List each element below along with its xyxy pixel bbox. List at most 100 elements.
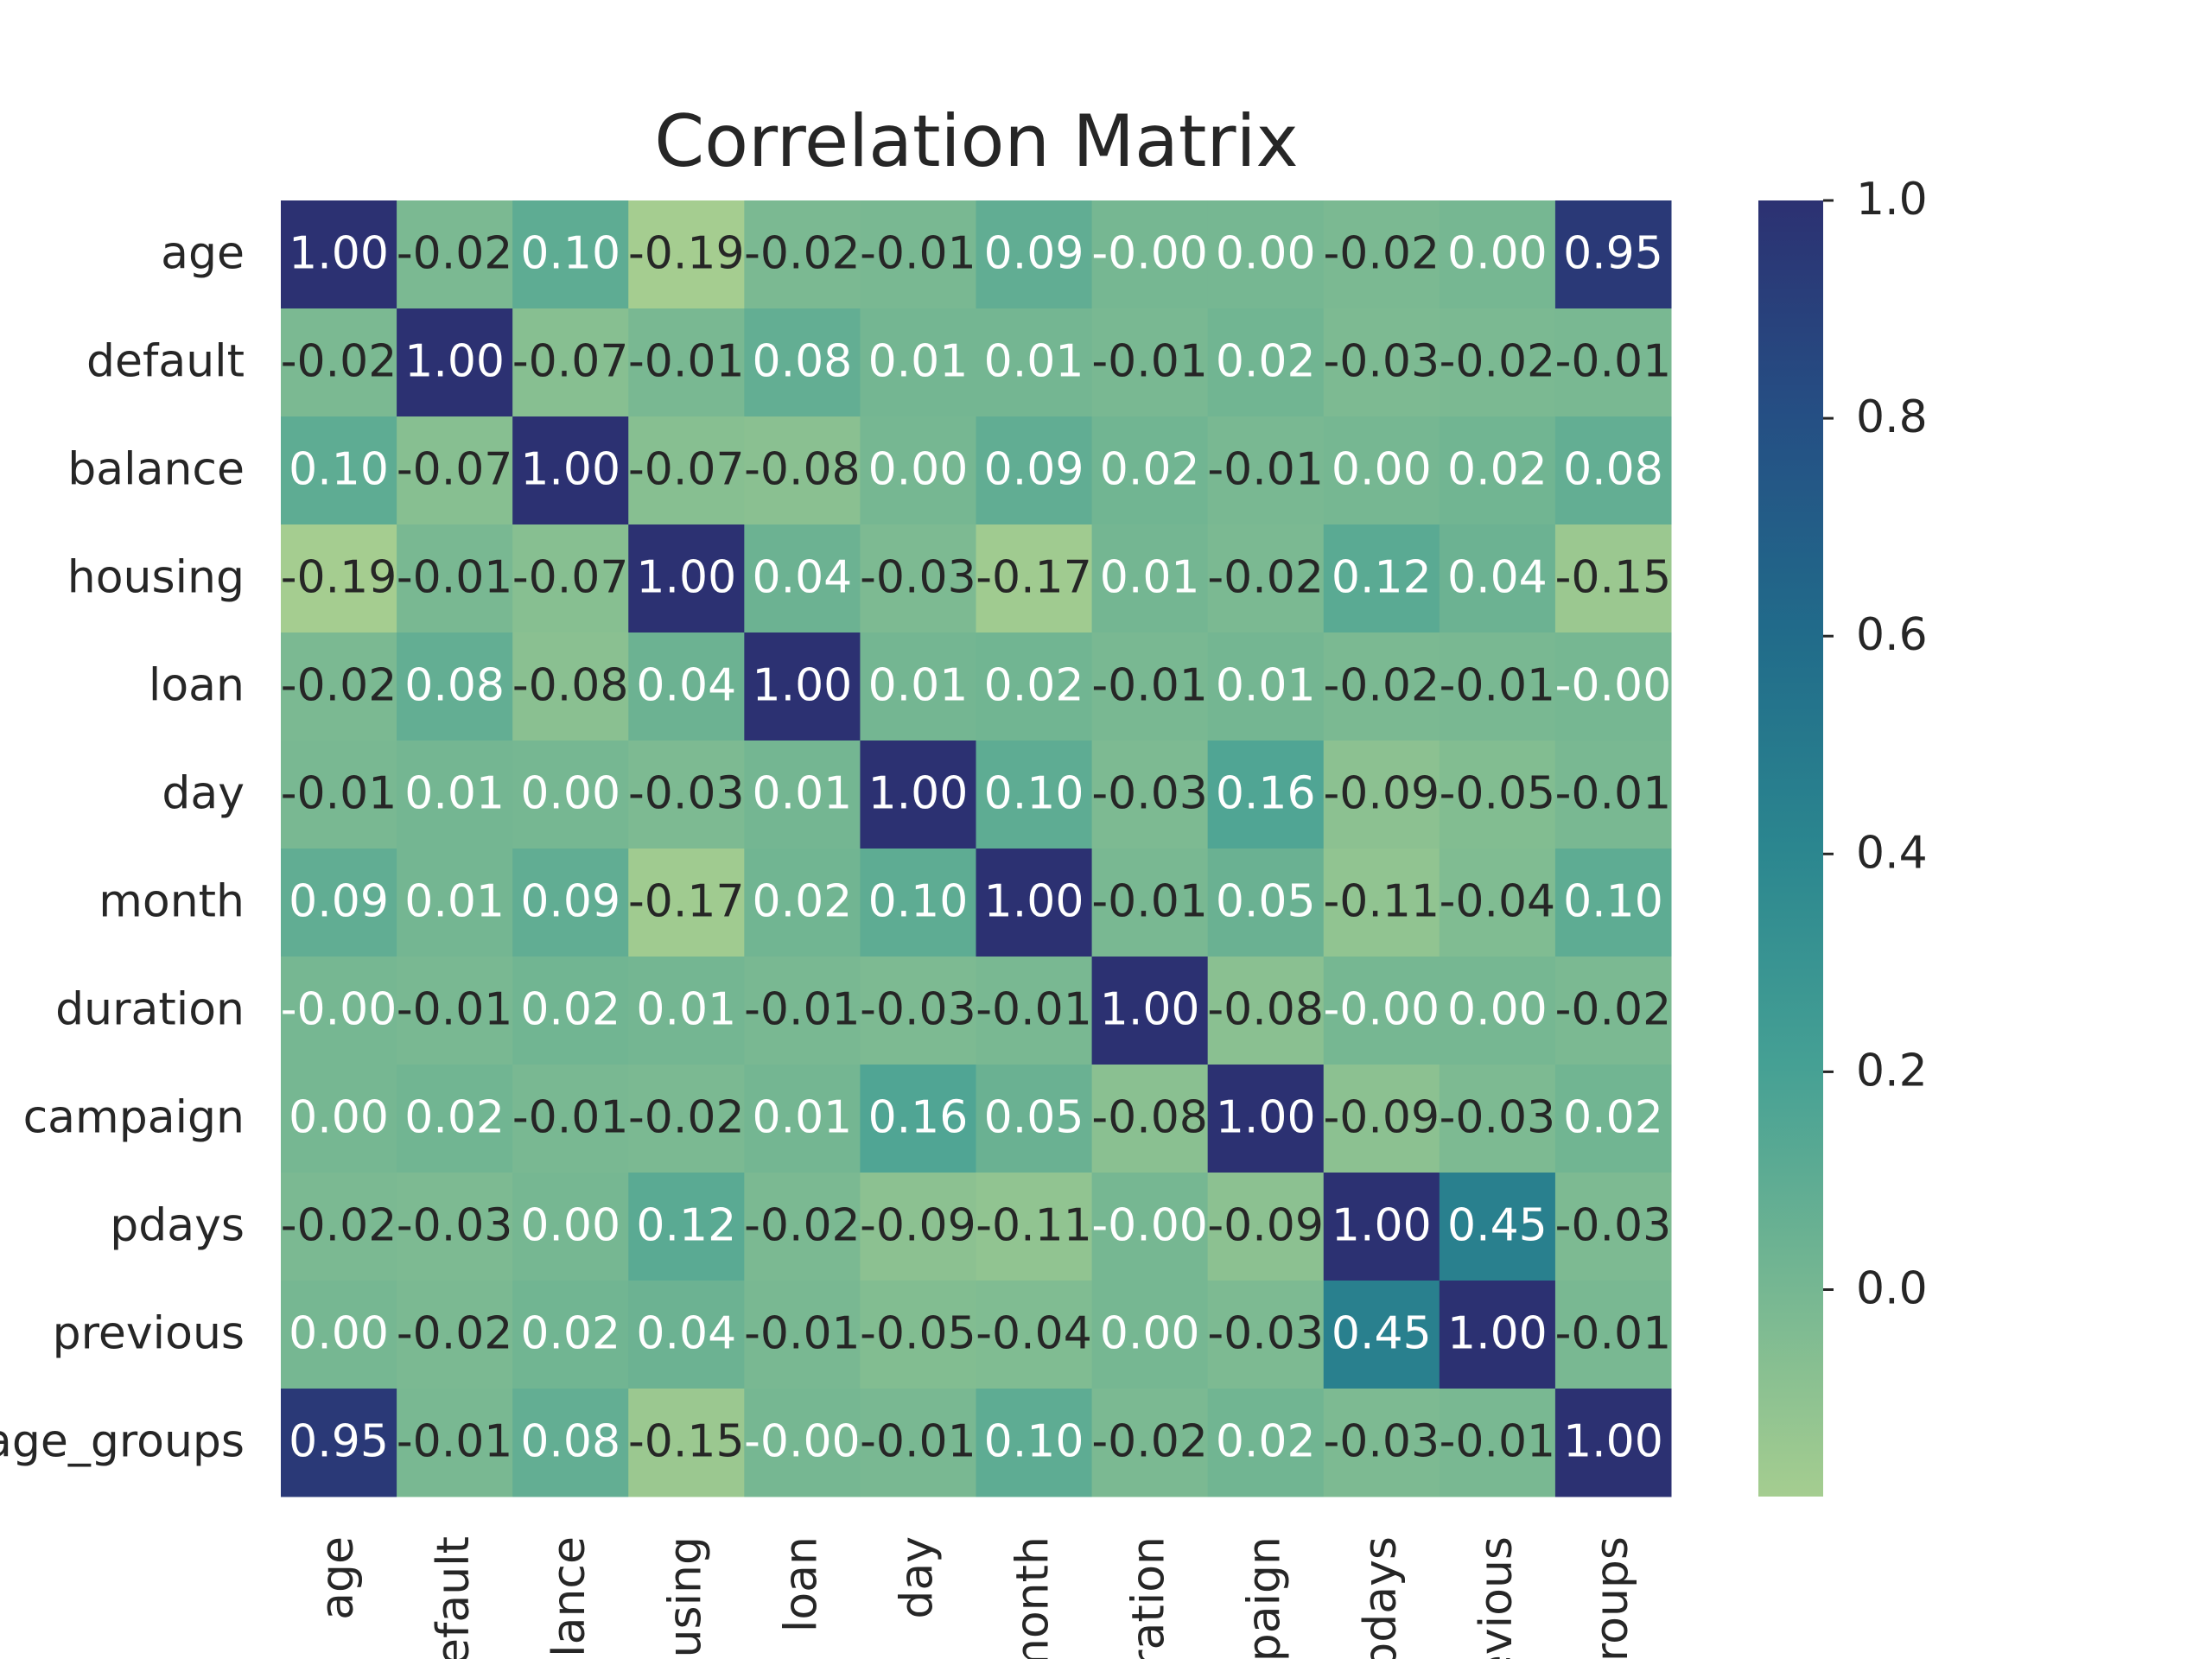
heatmap-cell [860,632,976,741]
cell-label: 1.00 [520,444,620,496]
cell-label: 0.16 [868,1092,969,1144]
cell-label: 0.00 [1216,228,1316,280]
x-tick-label: campaign [1239,1536,1291,1659]
cell-label: 0.00 [520,1200,620,1252]
cell-label: -0.02 [397,1308,513,1360]
heatmap-cell [628,416,745,525]
heatmap-cell [397,200,513,309]
cell-label: 0.02 [1447,444,1548,496]
cell-label: 0.01 [984,336,1084,388]
cell-label: -0.01 [1555,1308,1672,1360]
heatmap-cell [281,632,397,741]
cell-label: 0.01 [752,768,852,820]
cell-label: -0.03 [397,1200,513,1252]
cell-label: 0.02 [752,876,852,928]
x-tick-label: balance [543,1536,595,1659]
cell-label: 0.04 [1447,552,1548,604]
y-tick-label: campaign [23,1092,245,1144]
heatmap-cell [976,849,1093,957]
cell-label: 0.02 [984,660,1084,712]
heatmap-cell [1091,849,1209,957]
cell-label: -0.01 [397,552,513,604]
heatmap-cell [628,308,745,417]
x-tick-label: age [312,1536,364,1620]
cell-label: -0.02 [281,336,397,388]
cell-label: 0.10 [984,1416,1084,1468]
heatmap-cell [1091,957,1209,1065]
heatmap-cell [1091,308,1209,417]
cell-label: 0.02 [404,1092,505,1144]
cell-label: -0.01 [1091,336,1208,388]
heatmap-cell [860,308,976,417]
x-tick-label: duration [1123,1536,1175,1659]
heatmap-cell [976,957,1093,1065]
cell-label: -0.02 [1555,984,1672,1036]
cell-label: -0.00 [1324,984,1440,1036]
cell-label: 0.09 [984,444,1084,496]
cell-label: 0.01 [404,768,505,820]
cell-label: 0.08 [404,660,505,712]
heatmap-cell [1091,416,1209,525]
cell-label: 0.95 [289,1416,389,1468]
heatmap-cell [628,524,745,633]
heatmap-cell [1439,741,1556,849]
heatmap-cell [628,1173,745,1281]
cell-label: -0.03 [1324,336,1440,388]
heatmap-cell [628,1281,745,1389]
cell-label: -0.19 [628,228,745,280]
heatmap-cell [976,1389,1093,1497]
cell-label: -0.05 [860,1308,976,1360]
y-tick-label: loan [149,660,245,712]
colorbar-tick-label: 1.0 [1856,174,1928,226]
heatmap-cell [1439,1065,1556,1173]
heatmap-cell [397,308,513,417]
heatmap-cell [860,1281,976,1389]
cell-label: 0.02 [1563,1092,1663,1144]
x-tick-label: pdays [1355,1536,1407,1659]
cell-label: 1.00 [636,552,736,604]
heatmap-cell [1554,632,1672,741]
heatmap-cell [744,849,861,957]
cell-label: -0.04 [976,1308,1092,1360]
cell-label: 0.01 [752,1092,852,1144]
heatmap-cell [976,200,1093,309]
heatmap-cell [397,1173,513,1281]
cell-label: -0.01 [397,1416,513,1468]
cell-label: 1.00 [1332,1200,1432,1252]
cell-label: -0.09 [860,1200,976,1252]
heatmap-cell [1207,1389,1325,1497]
cell-label: -0.15 [1555,552,1672,604]
heatmap-cell [512,741,629,849]
heatmap-cell [281,1281,397,1389]
cell-label: 0.09 [520,876,620,928]
heatmap-cell [744,957,861,1065]
heatmap-cell [976,741,1093,849]
heatmap-cell [744,1281,861,1389]
heatmap-cell [744,200,861,309]
heatmap-cell [1323,741,1440,849]
heatmap-cell [1323,308,1440,417]
heatmap-cell [1439,1389,1556,1497]
cell-label: -0.02 [744,228,861,280]
cell-label: 0.02 [1216,336,1316,388]
heatmap-cell [397,1065,513,1173]
cell-label: -0.01 [1207,444,1324,496]
cell-label: -0.08 [1207,984,1324,1036]
cell-label: -0.02 [1324,228,1440,280]
cell-label: -0.01 [397,984,513,1036]
heatmap-cell [512,308,629,417]
heatmap-cell [860,524,976,633]
cell-label: 0.01 [868,660,969,712]
heatmap-cell [1323,1065,1440,1173]
heatmap-cell [1323,1281,1440,1389]
heatmap-cell [1554,308,1672,417]
heatmap-cell [1554,524,1672,633]
heatmap-cell [1207,1281,1325,1389]
cell-label: -0.01 [860,228,976,280]
heatmap-cell [281,849,397,957]
heatmap-cell [976,1281,1093,1389]
cell-label: 1.00 [1100,984,1200,1036]
heatmap-cell [976,1173,1093,1281]
y-tick-label: age_groups [0,1416,245,1468]
